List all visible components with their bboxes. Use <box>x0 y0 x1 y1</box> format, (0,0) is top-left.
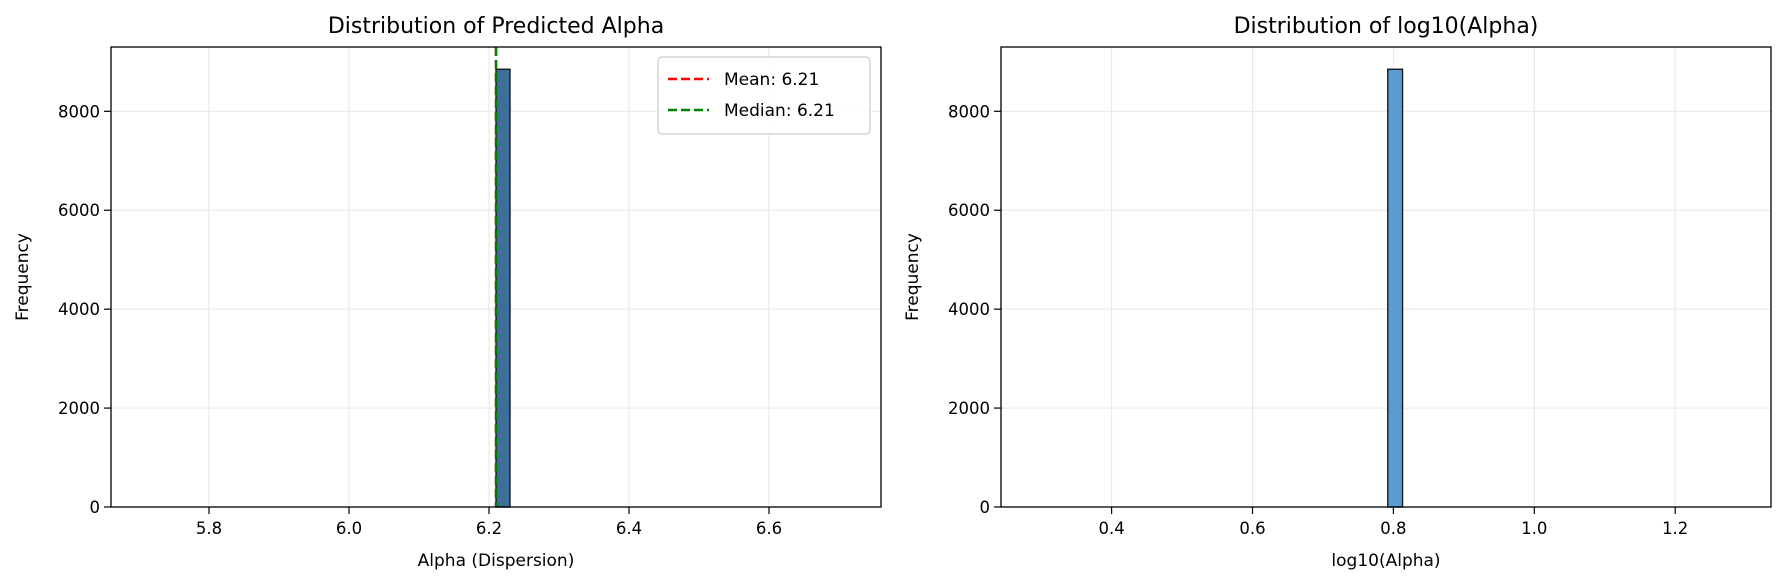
y-axis-label: Frequency <box>903 233 923 321</box>
histogram-bar <box>1387 68 1404 508</box>
x-tick-label: 1.2 <box>1662 519 1688 538</box>
chart-panel-2: 0.4 0.6 0.8 1.0 1.2 0 2000 4000 6000 8000 Distribu… <box>903 14 1772 571</box>
x-tick-label: 0.6 <box>1239 519 1265 538</box>
x-tick-label: 0.8 <box>1380 519 1406 538</box>
chart-title: Distribution of Predicted Alpha <box>328 14 664 39</box>
y-tick-label: 8000 <box>948 102 990 121</box>
y-tick-label: 0 <box>90 498 101 517</box>
x-axis-label: Alpha (Dispersion) <box>418 551 575 571</box>
legend: Mean: 6.21 Median: 6.21 <box>657 56 871 135</box>
chart-panels: 5.8 6.0 6.2 6.4 6.6 0 2000 4000 6000 8000 Distribu… <box>13 14 1772 571</box>
axes-frame <box>1000 46 1772 508</box>
x-tick-label: 6.6 <box>756 519 782 538</box>
histogram-bar <box>495 68 511 508</box>
y-tick-label: 8000 <box>58 102 100 121</box>
y-tick-label: 4000 <box>58 300 100 319</box>
x-tick-label: 6.0 <box>336 519 362 538</box>
y-tick-label: 4000 <box>948 300 990 319</box>
legend-label-mean: Mean: 6.21 <box>724 70 819 90</box>
x-tick-label: 5.8 <box>196 519 222 538</box>
y-tick-label: 6000 <box>58 201 100 220</box>
axes-frame <box>110 46 882 508</box>
x-tick-label: 6.4 <box>616 519 642 538</box>
y-tick-label: 0 <box>980 498 991 517</box>
chart-panel-1: 5.8 6.0 6.2 6.4 6.6 0 2000 4000 6000 8000 Distribu… <box>13 14 882 571</box>
x-tick-label: 1.0 <box>1521 519 1547 538</box>
x-tick-label: 6.2 <box>476 519 502 538</box>
legend-label-median: Median: 6.21 <box>724 101 835 121</box>
y-tick-label: 2000 <box>58 399 100 418</box>
legend-box <box>657 56 871 135</box>
x-tick-label: 0.4 <box>1098 519 1124 538</box>
chart-title: Distribution of log10(Alpha) <box>1234 14 1539 39</box>
x-axis-label: log10(Alpha) <box>1331 551 1440 571</box>
y-tick-label: 2000 <box>948 399 990 418</box>
y-axis-label: Frequency <box>13 233 33 321</box>
y-tick-label: 6000 <box>948 201 990 220</box>
